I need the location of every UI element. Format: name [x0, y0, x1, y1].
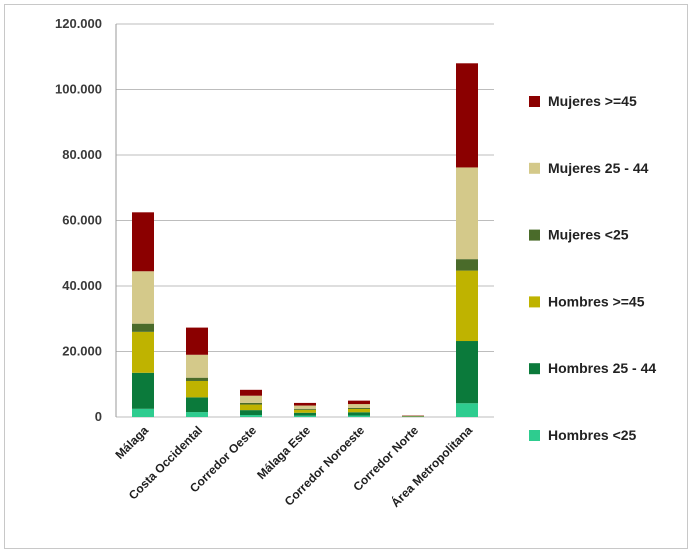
y-tick-label: 80.000	[62, 147, 102, 162]
bar-segment	[348, 415, 370, 417]
x-tick-label: Málaga	[112, 423, 151, 462]
y-tick-label: 20.000	[62, 344, 102, 359]
bar-segment	[348, 407, 370, 409]
bar-segment	[132, 212, 154, 272]
legend-label: Hombres >=45	[548, 293, 645, 309]
bar-segment	[294, 409, 316, 413]
bar-segment	[456, 63, 478, 168]
bar-segment	[294, 405, 316, 409]
bar-segment	[132, 323, 154, 332]
bar-segment	[294, 402, 316, 406]
bar-segment	[186, 412, 208, 417]
bar-segment	[240, 410, 262, 416]
legend-label: Hombres 25 - 44	[548, 360, 656, 376]
bar-segment	[240, 395, 262, 403]
bar-segment	[132, 331, 154, 373]
y-tick-label: 120.000	[55, 16, 102, 31]
legend-swatch	[529, 430, 540, 441]
x-tick-label: Málaga Este	[254, 423, 313, 482]
bar-segment	[294, 412, 316, 416]
bar-segment	[348, 404, 370, 408]
bar-segment	[294, 415, 316, 417]
bar-segment	[240, 389, 262, 396]
legend-swatch	[529, 363, 540, 375]
bar-segment	[348, 400, 370, 405]
bar-segment	[186, 327, 208, 355]
bar-segment	[132, 372, 154, 409]
legend-label: Mujeres >=45	[548, 93, 637, 109]
bar-segment	[456, 270, 478, 342]
gridlines	[115, 23, 494, 418]
legend-label: Mujeres 25 - 44	[548, 160, 649, 176]
y-tick-label: 60.000	[62, 213, 102, 228]
bar-segment	[186, 377, 208, 381]
bar-segment	[456, 259, 478, 271]
bar-segment	[348, 412, 370, 416]
bar-segment	[132, 408, 154, 417]
bar-segment	[240, 402, 262, 405]
bar-segment	[132, 271, 154, 324]
bar-segment	[456, 341, 478, 404]
bar-segment	[294, 408, 316, 410]
bar-segment	[186, 397, 208, 413]
y-tick-label: 0	[95, 409, 102, 424]
legend-swatch	[529, 162, 540, 174]
chart-frame	[4, 4, 688, 549]
bar-segment	[240, 415, 262, 417]
legend-label: Mujeres <25	[548, 227, 629, 243]
bar-segment	[348, 408, 370, 413]
legend-swatch	[529, 296, 540, 308]
y-tick-label: 40.000	[62, 278, 102, 293]
y-tick-label: 100.000	[55, 82, 102, 97]
legend: Mujeres >=45 Mujeres 25 - 44 Mujeres <25 Ho…	[529, 93, 656, 443]
bar-segment	[456, 167, 478, 260]
bar-segment	[186, 354, 208, 378]
bar-segment	[456, 403, 478, 417]
bars	[132, 63, 478, 417]
legend-swatch	[529, 96, 540, 107]
legend-label: Hombres <25	[548, 427, 637, 443]
y-axis-ticks: 0 20.000 40.000 60.000 80.000 100.000 120.000	[55, 16, 102, 424]
legend-swatch	[529, 229, 540, 241]
bar-segment	[186, 380, 208, 398]
bar-segment	[240, 404, 262, 411]
